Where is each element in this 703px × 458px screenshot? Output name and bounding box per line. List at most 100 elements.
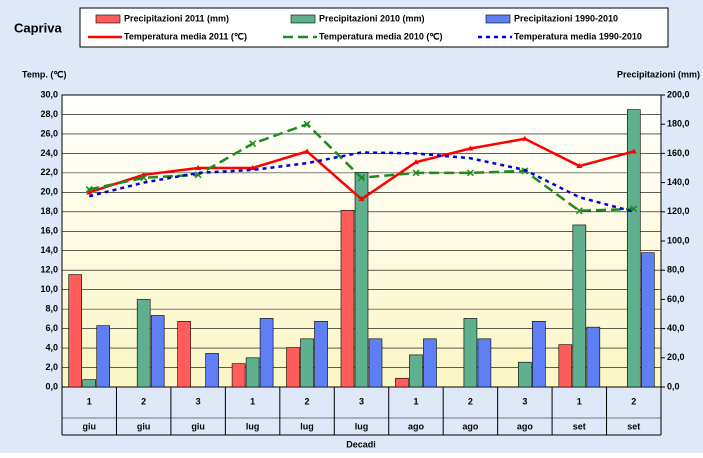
x-tick-label: 2 xyxy=(468,396,473,406)
bar xyxy=(586,326,601,388)
marker xyxy=(630,205,638,213)
y2-tick-label: 180,0 xyxy=(667,119,690,129)
bar xyxy=(518,361,532,388)
x-group-label: ago xyxy=(517,421,534,431)
y-tick-label: 0,0 xyxy=(45,381,58,391)
marker xyxy=(575,207,583,215)
y-tick-label: 30,0 xyxy=(40,89,58,99)
marker xyxy=(630,148,637,154)
bar xyxy=(354,172,369,388)
x-group-label: giu xyxy=(137,421,151,431)
x-group-label: ago xyxy=(408,421,425,431)
x-tick-label: 1 xyxy=(577,396,582,406)
marker xyxy=(195,165,202,170)
marker xyxy=(412,159,419,165)
x-tick-label: 1 xyxy=(413,396,418,406)
x-group-label: lug xyxy=(355,421,369,431)
x-group-label: giu xyxy=(82,421,96,431)
marker xyxy=(358,196,365,202)
legend-swatch xyxy=(485,14,511,24)
x-tick-label: 1 xyxy=(250,396,255,406)
legend-swatch xyxy=(95,14,121,24)
bar xyxy=(640,252,655,388)
x-group-label: set xyxy=(573,421,586,431)
marker xyxy=(467,145,474,151)
y2-tick-label: 160,0 xyxy=(667,148,690,158)
y2-tick-label: 60,0 xyxy=(667,294,685,304)
x-axis-title: Decadi xyxy=(346,439,376,449)
y-tick-label: 2,0 xyxy=(45,362,58,372)
y2-tick-label: 40,0 xyxy=(667,323,685,333)
legend-label: Precipitazioni 2011 (mm) xyxy=(124,13,229,23)
legend-label: Temperatura media 2010 (℃) xyxy=(319,31,443,41)
bar xyxy=(532,320,546,388)
bar xyxy=(82,379,97,388)
y-tick-label: 22,0 xyxy=(40,167,58,177)
bar xyxy=(300,338,314,388)
y2-tick-label: 200,0 xyxy=(667,89,690,99)
y-axis-title: Temp. (℃) xyxy=(22,69,66,79)
y2-tick-label: 0,0 xyxy=(667,381,680,391)
legend-label: Precipitazioni 2010 (mm) xyxy=(319,13,425,23)
y2-tick-label: 20,0 xyxy=(667,352,685,362)
bar xyxy=(177,320,191,388)
bar xyxy=(205,353,219,388)
y-tick-label: 20,0 xyxy=(40,187,58,197)
marker xyxy=(303,120,311,128)
x-group-label: giu xyxy=(191,421,205,431)
bar xyxy=(286,347,300,388)
y-tick-label: 18,0 xyxy=(40,206,58,216)
bar xyxy=(68,274,83,388)
legend-label: Temperatura media 1990-2010 xyxy=(514,31,642,41)
x-group-label: lug xyxy=(300,421,314,431)
bar xyxy=(409,354,423,388)
y-tick-label: 12,0 xyxy=(40,265,58,275)
marker xyxy=(86,189,93,195)
marker xyxy=(576,163,583,169)
marker xyxy=(249,140,257,148)
marker xyxy=(466,169,474,177)
bar xyxy=(231,363,246,388)
bar xyxy=(395,377,409,388)
x-tick-label: 1 xyxy=(87,396,92,406)
x-tick-label: 2 xyxy=(631,396,636,406)
marker xyxy=(521,135,528,141)
y-tick-label: 4,0 xyxy=(45,342,58,352)
marker xyxy=(249,165,256,170)
y-tick-label: 8,0 xyxy=(45,304,58,314)
x-group-label: lug xyxy=(246,421,260,431)
y2-tick-label: 100,0 xyxy=(667,235,690,245)
x-tick-label: 2 xyxy=(141,396,146,406)
y-tick-label: 6,0 xyxy=(45,323,58,333)
x-group-label: set xyxy=(627,421,640,431)
bar xyxy=(463,318,478,388)
legend-label: Precipitazioni 1990-2010 xyxy=(514,13,618,23)
y-tick-label: 24,0 xyxy=(40,148,58,158)
chart-title: Capriva xyxy=(14,20,62,35)
marker xyxy=(412,169,420,177)
bar xyxy=(245,357,260,388)
bar xyxy=(96,325,111,388)
bar xyxy=(340,210,355,388)
legend-label: Temperatura media 2011 (℃) xyxy=(124,31,247,41)
marker xyxy=(357,174,366,182)
bar xyxy=(314,320,328,388)
bar xyxy=(572,224,587,388)
x-tick-label: 3 xyxy=(359,396,364,406)
legend-box xyxy=(79,7,669,48)
x-group-label: ago xyxy=(462,421,479,431)
y-tick-label: 28,0 xyxy=(40,109,58,119)
y2-tick-label: 80,0 xyxy=(667,265,685,275)
y2-tick-label: 140,0 xyxy=(667,177,690,187)
y2-axis-title: Precipitazioni (mm) xyxy=(617,69,700,79)
marker xyxy=(140,174,148,182)
y2-tick-label: 120,0 xyxy=(667,206,690,216)
bar xyxy=(626,109,641,388)
x-tick-label: 3 xyxy=(522,396,527,406)
bar xyxy=(558,344,573,388)
bar xyxy=(136,299,151,388)
bar xyxy=(423,338,437,388)
bar xyxy=(368,338,383,388)
y-tick-label: 16,0 xyxy=(40,226,58,236)
